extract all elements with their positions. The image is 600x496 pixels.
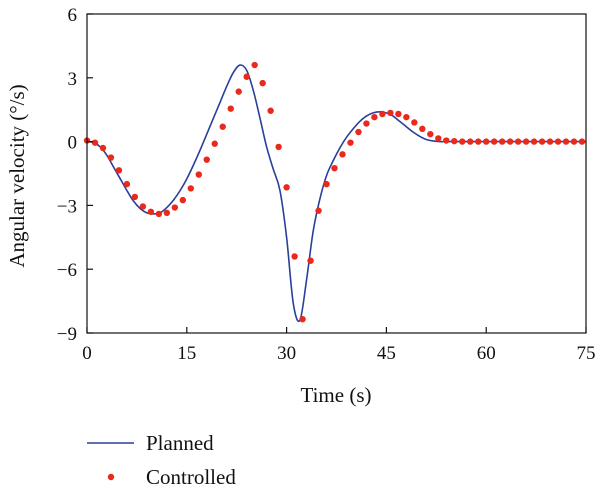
controlled-point [227,105,234,112]
controlled-point [275,143,282,151]
controlled-point [570,138,578,145]
controlled-point [155,210,163,218]
controlled-point [363,120,370,127]
controlled-point [546,138,554,145]
x-tick-label: 45 [377,343,396,364]
controlled-point [283,184,290,191]
controlled-point [251,61,258,69]
controlled-point [219,123,226,130]
legend-planned-label: Planned [146,431,214,455]
controlled-point [115,167,123,174]
controlled-point [339,151,346,158]
controlled-point [490,138,498,145]
controlled-point [315,207,322,214]
controlled-point [419,125,426,133]
controlled-point [179,196,187,204]
controlled-point [498,138,506,145]
controlled-point [171,204,179,211]
controlled-point [235,88,242,95]
controlled-point [467,138,474,145]
controlled-point [411,119,418,126]
controlled-point [195,171,202,178]
controlled-point [331,164,338,172]
controlled-point [475,138,482,145]
controlled-point [347,139,354,146]
controlled-point [147,208,155,215]
legend-controlled-swatch [107,473,115,481]
controlled-point [451,137,458,145]
controlled-point [139,203,147,210]
controlled-point [403,113,410,121]
controlled-point [123,180,131,188]
controlled-point [554,138,562,145]
controlled-point [267,107,274,114]
plot-area [83,61,586,323]
legend: Planned Controlled [87,431,236,489]
controlled-point [538,138,546,145]
x-tick-label: 0 [82,343,92,364]
controlled-point [299,315,306,323]
controlled-point [131,193,139,201]
controlled-point [259,79,266,87]
x-tick-label: 60 [477,343,496,364]
controlled-point [203,156,210,163]
y-tick-label: −6 [57,260,77,281]
controlled-point [291,253,298,260]
controlled-point [91,139,99,146]
y-tick-label: −9 [57,324,77,345]
controlled-point [379,110,386,118]
controlled-point [323,180,330,188]
x-axis-title: Time (s) [301,383,372,407]
controlled-point [211,140,218,147]
controlled-point [243,73,250,80]
controlled-point [483,138,490,145]
y-axis-title: Angular velocity (°/s) [5,84,29,267]
plot-frame [86,13,587,334]
controlled-point [307,257,314,264]
controlled-point [371,113,378,121]
controlled-point [562,138,570,145]
y-tick-label: −3 [57,196,77,217]
x-tick-label: 30 [277,343,296,364]
controlled-point [99,144,107,152]
y-tick-label: 6 [68,5,78,26]
controlled-point [522,138,530,145]
controlled-point [107,154,115,161]
controlled-point [514,138,522,145]
legend-controlled-label: Controlled [146,465,236,489]
controlled-point [435,135,442,142]
x-tick-label: 75 [577,343,596,364]
controlled-point [506,138,514,145]
controlled-point [355,128,362,136]
y-tick-label: 3 [68,69,78,90]
controlled-point [459,138,466,145]
controlled-point [530,138,538,145]
controlled-point [427,130,434,138]
x-tick-label: 15 [177,343,196,364]
planned-series-line [86,64,586,322]
controlled-point [163,209,171,217]
controlled-point [395,110,402,118]
y-tick-label: 0 [68,133,78,154]
controlled-point [443,137,450,144]
controlled-point [387,109,394,117]
controlled-point [187,185,194,192]
controlled-point [578,138,586,145]
